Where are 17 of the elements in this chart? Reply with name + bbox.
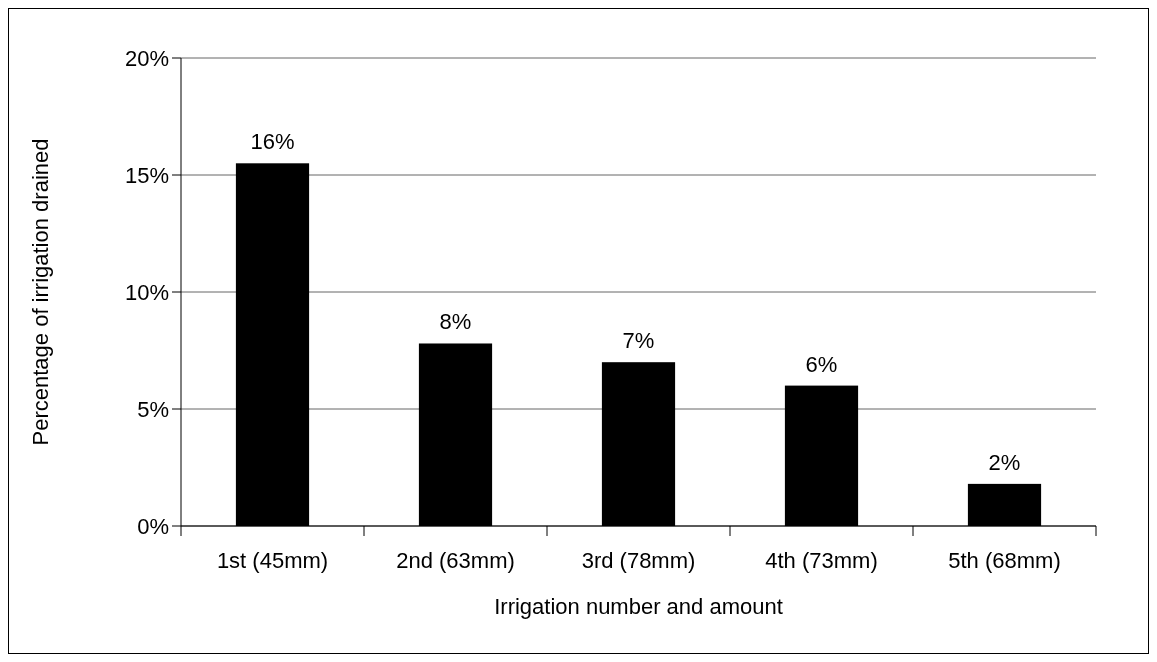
y-tick-label: 0%	[137, 513, 169, 539]
x-tick-label: 1st (45mm)	[216, 548, 329, 573]
data-label: 2%	[988, 449, 1021, 475]
x-tick-label: 2nd (63mm)	[396, 548, 515, 573]
y-tick-label: 20%	[124, 45, 169, 71]
x-tick-label: 5th (68mm)	[948, 548, 1061, 573]
y-tick-label: 15%	[124, 162, 169, 188]
y-tick-label: 10%	[124, 279, 169, 305]
y-axis-title: Percentage of irrigation drained	[28, 138, 53, 446]
x-axis-title: Irrigation number and amount	[494, 594, 783, 619]
data-label: 16%	[250, 129, 295, 155]
data-label: 6%	[805, 351, 838, 377]
data-label: 7%	[622, 328, 655, 354]
x-tick-label: 4th (73mm)	[765, 548, 878, 573]
y-tick-label: 5%	[137, 396, 169, 422]
x-tick-label: 3rd (78mm)	[581, 548, 696, 573]
data-label: 8%	[439, 309, 472, 335]
